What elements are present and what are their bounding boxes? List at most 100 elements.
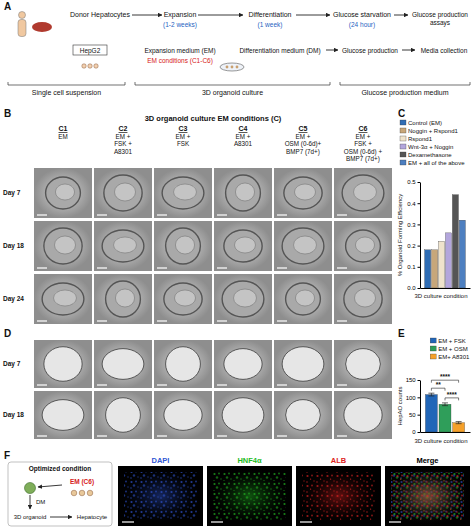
micrograph [154,391,212,439]
panel-title: 3D organoid culture EM conditions (C) [145,114,282,123]
condition-label: FSK + [354,140,372,147]
scale-bar [277,214,287,215]
y-tick [418,267,421,268]
organoid [224,230,262,262]
scale-bar [157,267,167,268]
y-tick-group: 0 [412,429,420,435]
organoid [226,175,261,211]
micrograph [154,221,212,271]
y-tick [418,397,421,398]
micrograph [34,168,92,218]
y-tick [418,246,421,247]
step-label: Media collection [421,47,468,54]
x-axis [421,432,471,434]
arrow [326,50,338,51]
y-axis-title: % Organoid Forming Efficiency [397,194,403,277]
condition-id: C3 [179,125,188,132]
micrograph [385,466,470,526]
bar [425,395,437,432]
scale-bar [337,384,347,385]
y-tick [418,203,421,204]
organoid [282,228,324,264]
fluorescence-dots [124,472,197,520]
arrow [38,485,62,487]
y-tick-group: 0.5 [407,179,420,185]
condition-label: BMP7 (7d+) [346,155,380,163]
x-axis-line [421,288,471,289]
organoid [42,400,84,431]
bar [459,220,465,288]
significance-bracket [431,388,445,391]
condition-label: EM + [236,133,251,140]
significance-label: **** [447,391,458,398]
organoid-core [294,184,315,200]
chart-1: 050100150HepAO counts3D culture conditio… [397,338,471,444]
micrograph [34,274,92,324]
channel-title: HNF4α [237,456,262,465]
channel-title: ALB [331,456,347,465]
legend-entry: EM + FSK [438,338,466,344]
stage-label: 3D organoid culture [202,89,263,97]
scale-bar [122,521,134,522]
legend-entry: Rspond1 [408,136,433,142]
organoid [164,283,202,315]
step-label: HepG2 [80,47,101,55]
scale-bar [97,320,107,321]
scale-bar [337,435,347,436]
organoid [344,281,382,317]
legend-entry: EM + all of the above [408,160,465,166]
y-tick [418,288,421,289]
dish-organoid [226,66,229,69]
organoid [44,228,82,264]
bracket [8,82,125,85]
legend-entry: Control (EM) [408,120,442,126]
micrograph [154,168,212,218]
legend: Control (EM)Noggin + Rspond1Rspond1Wnt-3… [400,120,465,166]
panel-label: C [398,108,405,119]
y-tick-label: 50 [409,412,416,418]
step-label: EM (C6) [70,478,94,486]
human-icon-body [18,20,26,37]
organoid [106,281,141,317]
organoid-core [294,236,317,254]
diagram-title: Optimized condition [29,465,91,473]
stage-label: Single cell suspension [32,89,101,97]
organoid [222,281,264,317]
y-tick [418,415,421,416]
scale-bar [157,214,167,215]
micrograph [154,340,212,388]
bar [452,195,458,288]
legend-swatch [430,354,436,359]
step-label: Glucose starvation [333,11,391,18]
organoid-core [114,183,135,201]
condition-id: C1 [59,125,68,132]
error-bar [456,422,462,424]
arrow [198,15,243,16]
scale-bar [337,214,347,215]
bracket [340,82,470,85]
step-label: Expansion medium (EM) [144,47,215,55]
organoid [102,230,144,262]
micrograph [274,221,332,271]
y-tick [418,224,421,225]
organoid-core [55,184,74,200]
condition-id: C5 [299,125,308,132]
duration: (1-2 weeks) [163,21,197,29]
legend-entry: EM+ A8301 [438,354,470,360]
organoid [166,228,201,264]
condition-label: EM [58,133,67,140]
step-label: Hepatocyte [77,514,108,520]
step-label: Glucose production [342,47,398,55]
organoid [106,398,141,433]
micrograph [34,221,92,271]
cell-icon [82,64,86,68]
micrograph [207,466,292,526]
y-tick-label: 100 [406,395,417,401]
arrow [394,15,408,16]
duration: (24 hour) [349,21,375,29]
panel-f: Optimized conditionEM (C6)DM3D organoidH… [8,456,470,526]
scale-bar [217,384,227,385]
legend-swatch [400,160,406,165]
legend: EM + FSKEM + OSMEM+ A8301 [430,338,470,360]
scale-bar [211,521,223,522]
